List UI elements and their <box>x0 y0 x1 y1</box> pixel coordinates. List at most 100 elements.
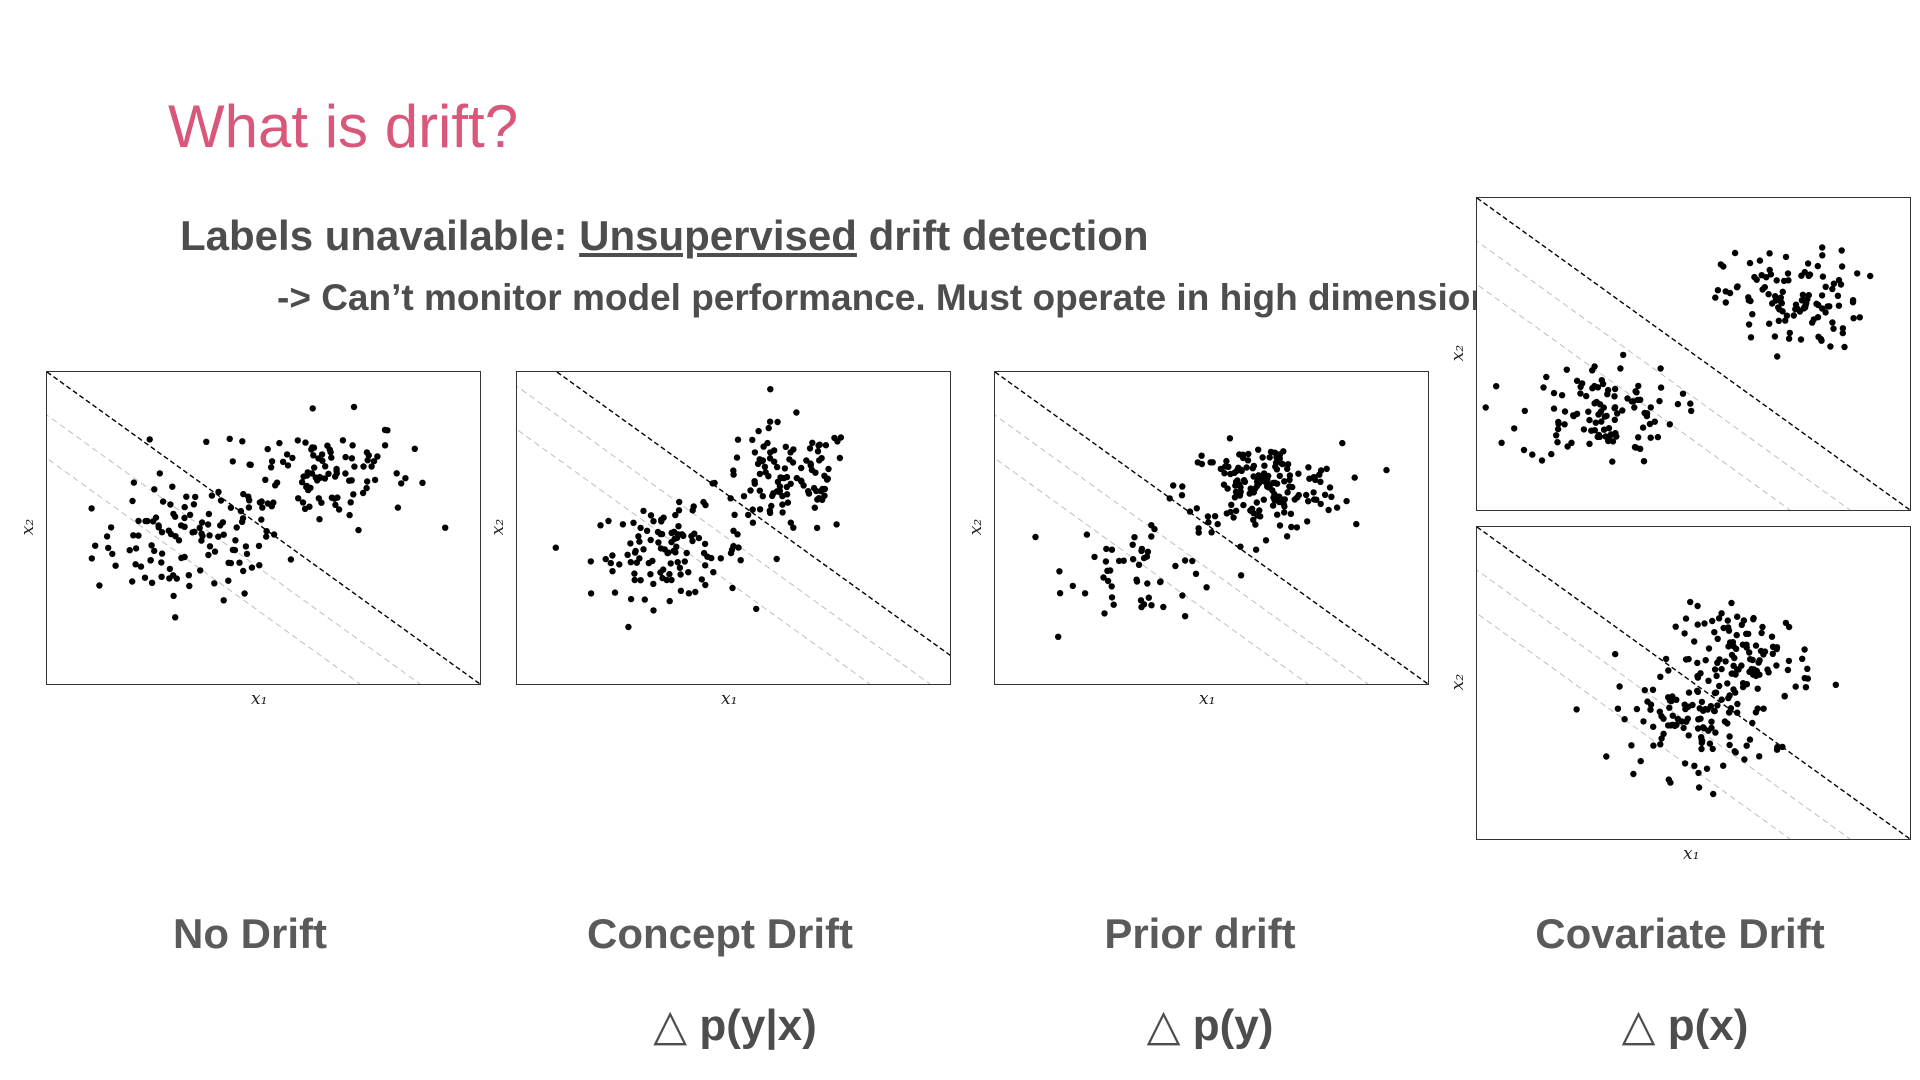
scatter-point <box>1684 715 1691 722</box>
scatter-point <box>798 464 805 472</box>
scatter-point <box>1511 425 1518 432</box>
scatter-point <box>749 519 757 526</box>
scatter-point <box>630 519 637 526</box>
scatter-point <box>627 595 635 603</box>
scatter-point <box>1383 466 1390 474</box>
caption-concept-drift: Concept Drift <box>587 910 853 957</box>
scatter-point <box>745 511 752 519</box>
scatter-point <box>1712 294 1719 301</box>
scatter-point <box>1766 250 1773 257</box>
scatter-point <box>1701 620 1708 627</box>
scatter-point <box>1681 630 1688 637</box>
scatter-point <box>587 558 594 565</box>
scatter-point <box>1641 687 1648 694</box>
scatter-point <box>819 496 826 503</box>
scatter-point <box>685 569 692 576</box>
scatter-point <box>1778 300 1785 307</box>
scatter-point <box>206 543 214 550</box>
scatter-point <box>1203 584 1210 591</box>
scatter-point <box>1818 337 1825 344</box>
scatter-point <box>1602 433 1609 440</box>
scatter-point <box>132 561 139 568</box>
scatter-point <box>1694 621 1701 628</box>
scatter-point <box>771 447 778 454</box>
scatter-point <box>650 607 657 614</box>
scatter-point <box>1760 705 1767 712</box>
scatter-point <box>1829 319 1836 326</box>
scatter-point <box>649 557 656 565</box>
scatter-point <box>225 577 232 584</box>
scatter-point <box>346 477 353 484</box>
scatter-point <box>800 482 807 489</box>
scatter-point <box>666 570 673 578</box>
scatter-point <box>1598 377 1605 384</box>
scatter-point <box>198 519 206 526</box>
scatter-point <box>731 511 738 518</box>
scatter-point <box>1752 642 1760 649</box>
scatter-point <box>1593 398 1600 406</box>
scatter-point <box>1750 614 1757 622</box>
scatter-point <box>765 473 772 480</box>
scatter-point <box>666 597 673 605</box>
scatter-point <box>1776 306 1783 313</box>
scatter-point <box>647 571 654 578</box>
scatter-point <box>215 533 222 540</box>
scatter-point <box>1172 562 1179 570</box>
scatter-point <box>1694 725 1702 732</box>
scatter-point <box>1635 434 1642 441</box>
scatter-point <box>1810 316 1817 323</box>
scatter-point <box>751 478 758 485</box>
scatter-point <box>1708 718 1715 725</box>
scatter-point <box>1746 649 1753 656</box>
scatter-point <box>245 504 253 511</box>
scatter-point <box>587 590 595 597</box>
scatter-point <box>1773 746 1781 753</box>
scatter-point <box>316 516 323 523</box>
scatter-point <box>1733 631 1740 639</box>
scatter-point <box>1714 287 1722 294</box>
scatter-point <box>640 507 647 515</box>
scatter-point <box>1110 601 1117 608</box>
scatter-point <box>181 523 188 530</box>
scatter-point <box>1718 696 1725 703</box>
scatter-point <box>301 505 309 512</box>
scatter-point <box>419 479 426 486</box>
scatter-point <box>815 442 822 449</box>
scatter-point <box>349 442 356 449</box>
scatter-point <box>1239 454 1247 462</box>
scatter-point <box>1769 650 1776 657</box>
scatter-point <box>734 531 741 538</box>
scatter-point <box>1698 698 1706 706</box>
scatter-point <box>1781 692 1788 700</box>
scatter-point <box>1069 582 1076 590</box>
scatter-point <box>1679 390 1687 397</box>
x-axis-label: x₁ <box>721 689 738 709</box>
scatter-point <box>670 528 678 535</box>
scatter-point <box>1725 627 1733 634</box>
scatter-point <box>1784 270 1792 277</box>
scatter-point <box>204 521 212 528</box>
scatter-point <box>683 549 690 557</box>
scatter-point <box>760 443 767 450</box>
scatter-point <box>1801 646 1808 653</box>
scatter-point <box>130 532 137 539</box>
formula-prior-drift: △ p(y) <box>1146 1001 1274 1050</box>
scatter-point <box>1286 476 1293 484</box>
scatter-point <box>1280 448 1287 455</box>
scatter-point <box>1166 495 1173 502</box>
scatter-point <box>205 551 212 559</box>
scatter-point <box>1715 615 1723 622</box>
scatter-point <box>1711 629 1718 636</box>
scatter-point <box>225 559 232 566</box>
scatter-point <box>1839 329 1846 337</box>
scatter-point <box>668 538 675 546</box>
scatter-point <box>1313 496 1320 503</box>
scatter-point <box>1193 505 1200 512</box>
scatter-point <box>1746 736 1754 743</box>
scatter-point <box>1145 594 1152 601</box>
scatter-point <box>782 443 789 450</box>
scatter-point <box>1689 701 1696 709</box>
scatter-point <box>311 464 318 471</box>
scatter-point <box>1186 508 1194 515</box>
scatter-point <box>631 549 639 556</box>
